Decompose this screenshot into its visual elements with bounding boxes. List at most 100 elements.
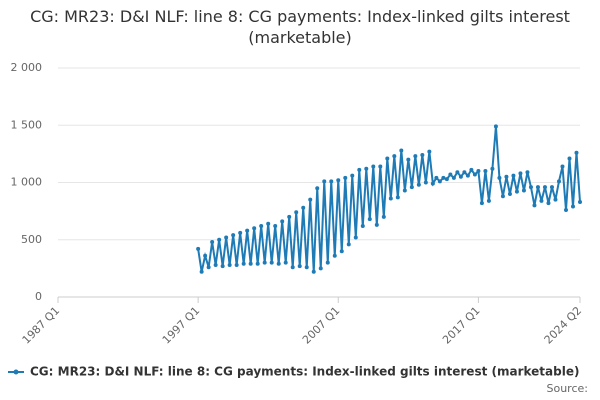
point [227,262,232,267]
point [578,199,582,204]
point [203,253,208,258]
point [563,207,568,212]
point [542,185,547,190]
point [301,205,306,210]
point [434,175,439,180]
series-line [197,126,581,273]
point [507,191,512,196]
point [497,175,502,180]
point [420,153,425,158]
y-tick-label: 1 500 [11,118,43,131]
point [199,269,204,274]
point [406,157,411,162]
point [318,266,323,271]
source: Source: [547,382,589,395]
point [444,177,449,182]
point [371,164,376,169]
point [360,224,365,229]
point [553,197,558,202]
point [472,172,477,177]
point [343,175,348,180]
point [374,222,379,227]
legend-marker [13,369,19,375]
point [308,197,313,202]
point [364,166,369,171]
legend-label: CG: MR23: D&I NLF: line 8: CG payments: … [30,365,579,379]
point [395,195,400,200]
point [248,261,253,266]
point [518,171,523,176]
point [388,196,393,201]
point [430,181,435,186]
point [504,174,509,179]
point [378,164,383,169]
point [336,178,341,183]
point [462,170,467,175]
point [399,148,404,153]
point [427,149,432,154]
point [521,188,526,193]
point [269,260,274,265]
point [276,261,281,266]
point [196,246,201,251]
point [241,261,246,266]
point [262,260,267,265]
point [528,185,533,190]
point [238,230,243,235]
point [304,265,309,270]
point [409,185,414,190]
point [266,221,271,226]
point [493,124,498,129]
point [217,237,222,242]
point [231,233,236,238]
point [567,156,572,161]
point [535,185,540,190]
point [490,166,495,171]
point [539,198,544,203]
point [367,217,372,222]
point [455,170,460,175]
point [346,242,351,247]
point [476,169,481,174]
point [294,210,299,215]
y-tick-label: 500 [21,233,42,246]
point [206,265,211,270]
point [252,226,257,231]
point [315,186,320,191]
point [357,167,362,172]
point [441,175,446,180]
point [465,173,470,178]
point [511,173,516,178]
point [259,224,264,229]
point [500,194,505,199]
point [311,269,316,274]
chart-title: CG: MR23: D&I NLF: line 8: CG payments: … [30,7,570,47]
x-tick-label: 2007 Q1 [300,304,343,347]
point [416,182,421,187]
point [392,154,397,159]
point [325,260,330,265]
point [546,201,551,206]
point [574,150,579,155]
x-tick-label: 2017 Q1 [440,304,483,347]
point [483,169,488,174]
point [532,203,537,208]
point [486,198,491,203]
x-tick-label: 1997 Q1 [160,304,203,347]
point [437,179,442,184]
point [329,179,334,184]
point [339,249,344,254]
point [210,240,215,245]
point [283,260,288,265]
x-tick-label: 2024 Q2 [542,304,585,347]
point [402,188,407,193]
point [220,264,225,269]
point [224,235,229,240]
point [287,214,292,219]
point [332,253,337,258]
point [514,189,519,194]
point [560,164,565,169]
y-tick-label: 0 [35,290,42,303]
